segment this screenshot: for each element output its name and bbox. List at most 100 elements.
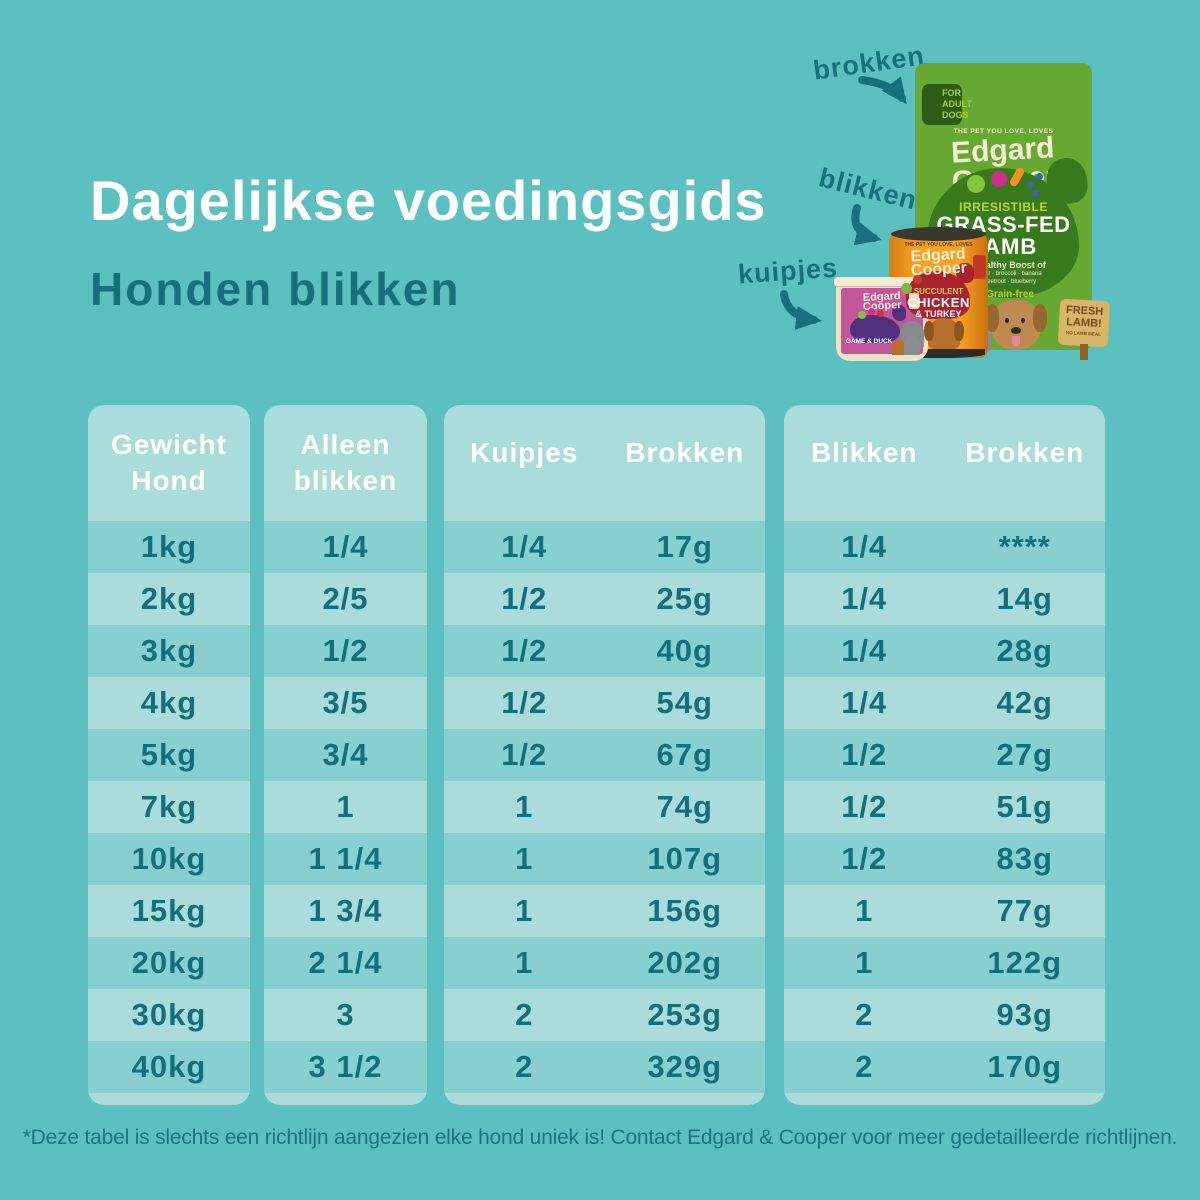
table-cell: 1/2: [841, 737, 888, 772]
table-row: 1/4 17g: [444, 521, 765, 573]
table-cell: 170g: [987, 1049, 1063, 1084]
table-cell: 2: [515, 1049, 534, 1084]
page-title: Dagelijkse voedingsgids: [90, 169, 767, 232]
table-cell: 2: [855, 1049, 874, 1084]
table-cell: 1/4: [322, 529, 369, 564]
blueberry-icon: [1027, 181, 1034, 188]
table-row: 1 74g: [444, 781, 765, 833]
feeding-panel-kuipjes-brokken: Kuipjes Brokken 1/4 17g 1/2 25g 1/2 40g 1/2 54g 1/…: [444, 405, 765, 1105]
brown-dog-icon: [985, 300, 1047, 350]
table-cell: 1/2: [841, 789, 888, 824]
table-row: 1 3/4: [264, 885, 427, 937]
table-cell: 1: [515, 789, 534, 824]
table-cell: 93g: [996, 997, 1053, 1032]
feeding-panel-gewicht-hond: Gewicht Hond 1kg 2kg 3kg 4kg 5kg 7kg 10kg 15kg 20k…: [88, 405, 250, 1105]
table-cell: 1/4: [841, 529, 888, 564]
table-row: 1kg: [88, 521, 250, 573]
panel-header-col: Brokken: [625, 437, 745, 468]
table-row: 5kg: [88, 729, 250, 781]
panel-header-col: Brokken: [965, 437, 1085, 468]
table-cell: 3: [336, 997, 355, 1032]
table-cell: 1kg: [140, 529, 198, 564]
table-row: 3/5: [264, 677, 427, 729]
arrow-brokken-icon: [858, 76, 907, 105]
table-cell: 1/2: [501, 633, 548, 668]
apple-icon: [967, 175, 985, 193]
panel-header-line: blikken: [293, 465, 398, 496]
brown-dog-icon: [892, 340, 906, 355]
table-cell: 2/5: [322, 581, 369, 616]
can-lid: [891, 227, 986, 241]
table-row: 15kg: [88, 885, 250, 937]
table-cell: 54g: [656, 685, 713, 720]
table-cell: 1/4: [841, 685, 888, 720]
table-row: 1/2 51g: [784, 781, 1105, 833]
table-row: 1 107g: [444, 833, 765, 885]
table-cell: 1/2: [322, 633, 369, 668]
table-cell: 156g: [647, 893, 723, 928]
table-row: 2/5: [264, 573, 427, 625]
table-cell: 329g: [647, 1049, 723, 1084]
table-cell: 20kg: [131, 945, 207, 980]
fresh-lamb-sign: FRESH LAMB! NO LAMB MEAL: [1057, 298, 1111, 348]
panel-header-line: Hond: [131, 465, 207, 496]
table-cell: 27g: [996, 737, 1053, 772]
table-row: 3: [264, 989, 427, 1041]
footnote: *Deze tabel is slechts een richtlijn aan…: [22, 1126, 1178, 1149]
table-cell: 122g: [987, 945, 1063, 980]
berry-icon: [877, 310, 884, 317]
deer-icon: [850, 305, 906, 343]
brand-logo: Edgard Cooper: [910, 245, 968, 280]
beet-icon: [991, 171, 1007, 187]
table-row: 1/2: [264, 625, 427, 677]
table-row: 1/4: [264, 521, 427, 573]
table-row: 40kg: [88, 1041, 250, 1093]
table-cell: 28g: [996, 633, 1053, 668]
table-row: 2 93g: [784, 989, 1105, 1041]
tub-flavor-main: GAME & DUCK: [845, 338, 893, 345]
table-cell: 40kg: [131, 1049, 207, 1084]
table-cell: 202g: [647, 945, 723, 980]
table-cell: 17g: [656, 529, 713, 564]
bag-boost-text: Healthy Boost of pear · broccoli · banan…: [974, 260, 1046, 300]
table-cell: 15kg: [131, 893, 207, 928]
feeding-panel-blikken-brokken: Blikken Brokken 1/4 **** 1/4 14g 1/4 28g 1/4 42g 1…: [784, 405, 1105, 1105]
table-cell: 1: [515, 945, 534, 980]
sign-post: [1080, 344, 1088, 360]
tub-lid: [834, 277, 930, 287]
table-row: 1/2 25g: [444, 573, 765, 625]
adult-dogs-badge: [973, 255, 986, 279]
table-cell: 3/5: [322, 685, 369, 720]
table-cell: 2: [855, 997, 874, 1032]
table-cell: 67g: [656, 737, 713, 772]
table-cell: 42g: [996, 685, 1053, 720]
panel-header: Gewicht Hond: [88, 405, 250, 521]
feeding-panel-alleen-blikken: Alleen blikken 1/4 2/5 1/2 3/5 3/4 1 1 1/4 1 3/4 2…: [264, 405, 427, 1105]
table-cell: 1: [855, 893, 874, 928]
table-cell: 2: [515, 997, 534, 1032]
table-cell: 1/2: [841, 841, 888, 876]
table-cell: 2kg: [140, 581, 198, 616]
adult-dogs-badge: [909, 293, 919, 309]
bag-tagline: THE PET YOU LOVE, LOVES: [953, 128, 1054, 135]
table-row: 1 1/4: [264, 833, 427, 885]
table-cell: 1: [855, 945, 874, 980]
apple-icon: [858, 311, 866, 319]
table-cell: 40g: [656, 633, 713, 668]
table-cell: 30kg: [131, 997, 207, 1032]
table-row: 1/2 40g: [444, 625, 765, 677]
product-can: THE PET YOU LOVE, LOVES Edgard Cooper SU…: [889, 227, 988, 358]
table-cell: 3/4: [322, 737, 369, 772]
can-base: [892, 349, 985, 358]
table-row: 10kg: [88, 833, 250, 885]
adult-dogs-badge: FOR ADULT DOGS: [922, 84, 972, 125]
table-row: 1/2 27g: [784, 729, 1105, 781]
table-row: 3/4: [264, 729, 427, 781]
table-row: 2 329g: [444, 1041, 765, 1093]
table-cell: 10kg: [131, 841, 207, 876]
panel-header-line: Alleen: [300, 428, 391, 460]
table-row: 1: [264, 781, 427, 833]
table-cell: 7kg: [140, 789, 198, 824]
table-cell: 253g: [647, 997, 723, 1032]
table-cell: ****: [998, 529, 1051, 564]
